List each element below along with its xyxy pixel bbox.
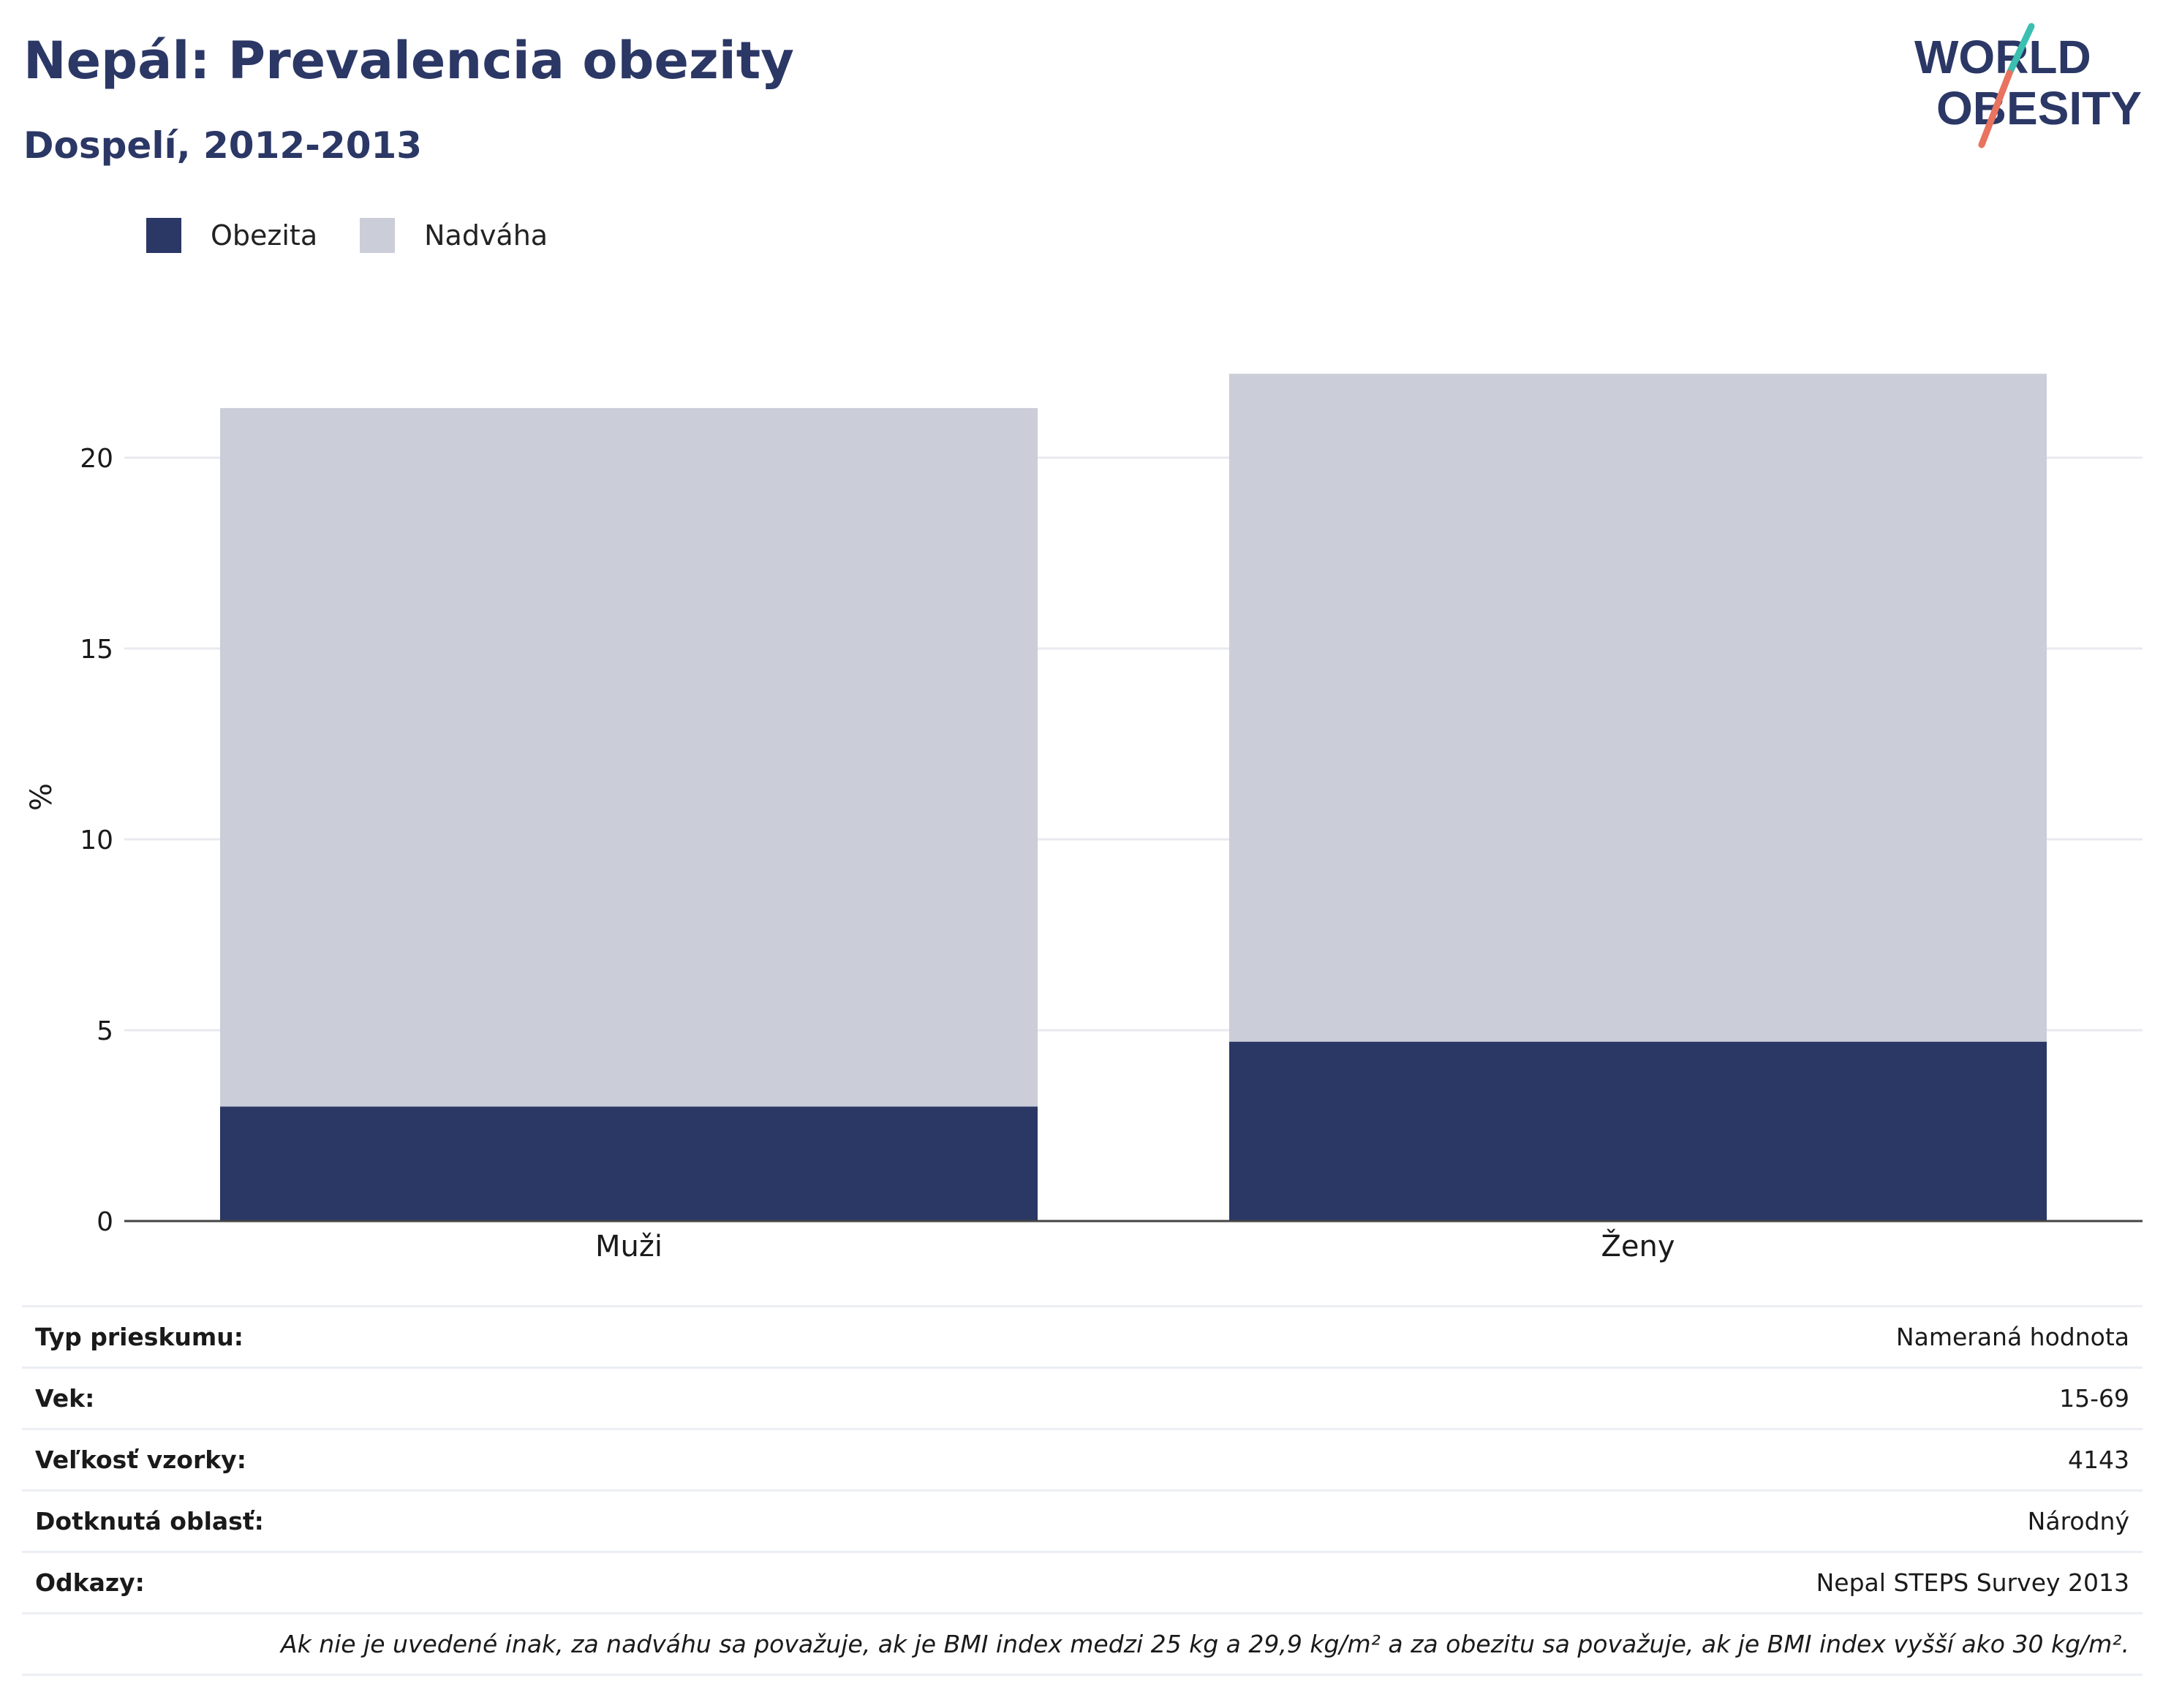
meta-value: 15-69: [2059, 1384, 2129, 1413]
y-tick-label: 20: [80, 444, 113, 474]
chart-legend: Obezita Nadváha: [146, 218, 590, 253]
chart-subtitle: Dospelí, 2012-2013: [23, 124, 423, 167]
chart-title: Nepál: Prevalencia obezity: [23, 31, 794, 91]
meta-value: 4143: [2068, 1446, 2129, 1474]
legend-item-obesity[interactable]: Obezita: [146, 218, 317, 253]
meta-row-sample-size: Veľkosť vzorky: 4143: [22, 1428, 2143, 1489]
legend-label-overweight: Nadváha: [424, 219, 548, 252]
legend-item-overweight[interactable]: Nadváha: [360, 218, 548, 253]
meta-label: Odkazy:: [35, 1568, 145, 1597]
logo-slash-coral: [1978, 69, 2013, 148]
meta-label: Dotknutá oblasť:: [35, 1507, 264, 1535]
legend-swatch-overweight: [360, 218, 396, 253]
meta-row-references: Odkazy: Nepal STEPS Survey 2013: [22, 1551, 2143, 1612]
survey-metadata-table: Typ prieskumu: Nameraná hodnota Vek: 15-…: [22, 1305, 2143, 1676]
y-tick-label: 10: [80, 825, 113, 855]
logo-slash-teal: [2006, 23, 2035, 77]
meta-value: Nepal STEPS Survey 2013: [1816, 1568, 2129, 1597]
definition-note: Ak nie je uvedené inak, za nadváhu sa po…: [22, 1612, 2143, 1676]
bar-chart: 0 5 10 15 20% Muži Ženy: [25, 374, 2143, 1263]
legend-label-obesity: Obezita: [211, 219, 318, 252]
meta-label: Vek:: [35, 1384, 95, 1413]
bar-obesity-1: [1229, 1041, 2047, 1221]
y-tick-label: 5: [97, 1016, 113, 1046]
bar-overweight-1: [1229, 374, 2047, 1042]
meta-value: Nameraná hodnota: [1895, 1323, 2129, 1351]
meta-value: Národný: [2027, 1507, 2129, 1535]
x-tick-label: Muži: [595, 1230, 663, 1263]
bar-obesity-0: [220, 1106, 1038, 1221]
x-tick-label: Ženy: [1601, 1228, 1675, 1263]
meta-row-age: Vek: 15-69: [22, 1367, 2143, 1428]
meta-row-survey-type: Typ prieskumu: Nameraná hodnota: [22, 1305, 2143, 1367]
meta-label: Veľkosť vzorky:: [35, 1446, 246, 1474]
y-tick-label: 15: [80, 635, 113, 665]
y-tick-label: 0: [97, 1207, 113, 1237]
bar-overweight-0: [220, 408, 1038, 1107]
meta-label: Typ prieskumu:: [35, 1323, 244, 1351]
world-obesity-logo: WORLD OBESITY: [1914, 23, 2142, 148]
legend-swatch-obesity: [146, 218, 181, 253]
y-axis-label: %: [25, 783, 58, 811]
logo-word-world: WORLD: [1914, 31, 2091, 83]
logo-word-obesity: OBESITY: [1936, 82, 2142, 135]
meta-row-area: Dotknutá oblasť: Národný: [22, 1489, 2143, 1551]
